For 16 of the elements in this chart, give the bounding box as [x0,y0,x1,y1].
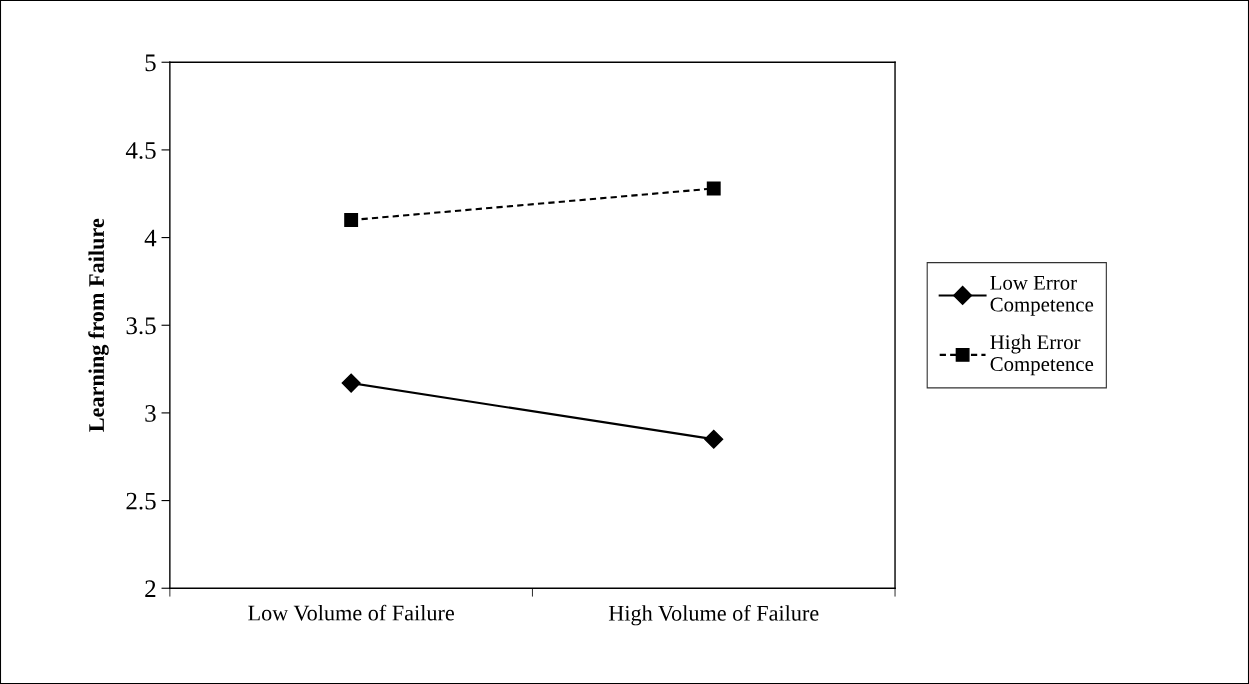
y-tick-label: 3.5 [126,317,156,335]
y-axis-title: Learning from Failure [88,218,109,432]
point [344,213,359,227]
point [704,429,724,449]
x-tick-label: High Volume of Failure [608,604,819,626]
point [706,181,721,196]
y-tick-label: 4.5 [125,142,156,159]
x-tick-label: Low Volume of Failure [248,604,454,621]
y-tick-label: 2.5 [126,492,156,510]
y-tick-label: 3 [145,405,156,422]
point [341,373,361,393]
legend-label: High Error Competence [990,334,1094,376]
y-tick-label: 5 [145,54,156,72]
y-tick-label: 4 [144,229,157,247]
legend-label: Low Error Competence [990,275,1094,316]
y-tick-label: 2 [145,580,156,597]
